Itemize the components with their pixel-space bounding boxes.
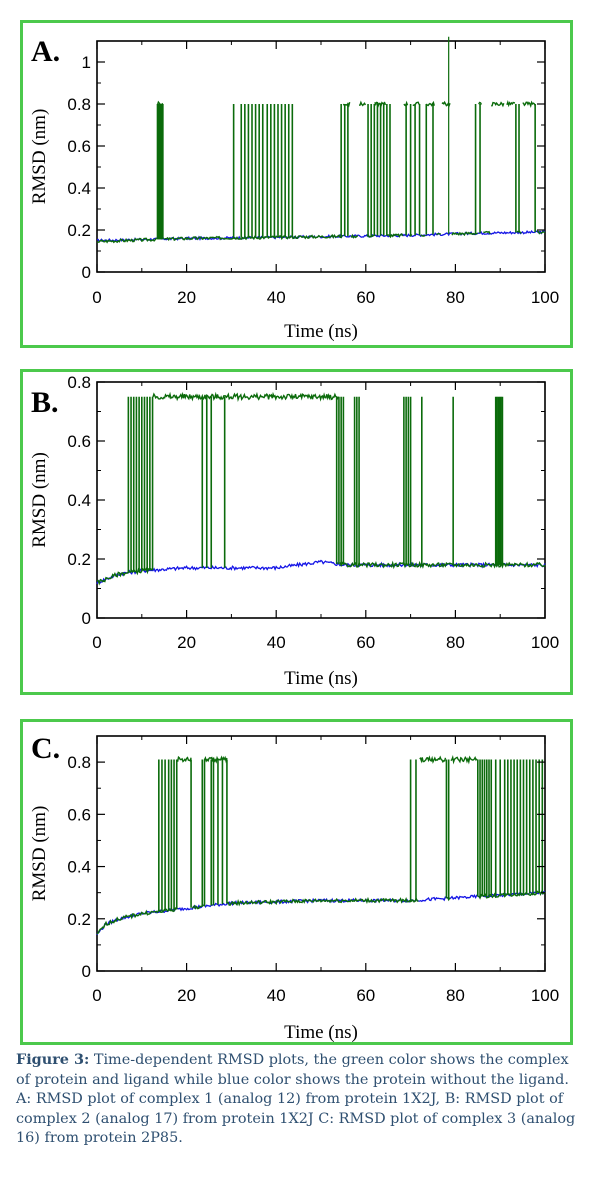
y-tick-label: 0.2: [67, 221, 91, 240]
series-complex-baseline: [96, 560, 546, 586]
x-tick-label: 80: [446, 288, 465, 307]
y-tick-label: 0.2: [67, 550, 91, 569]
y-tick-label: 0.6: [67, 137, 91, 156]
series-complex-plateau: [491, 101, 505, 108]
x-tick-label: 0: [92, 633, 101, 652]
x-axis-label: Time (ns): [284, 668, 358, 689]
figure-caption-text: Time-dependent RMSD plots, the green col…: [16, 1052, 576, 1146]
x-tick-label: 20: [177, 288, 196, 307]
y-tick-label: 1: [82, 53, 91, 72]
y-tick-label: 0.8: [67, 753, 91, 772]
series-complex-plateau: [478, 101, 483, 105]
panel-a: 0 20 40 60 80 100 0 0.2 0.4 0.6 0.8 1 Time (ns) RMSD …: [20, 20, 573, 348]
series-complex-plateau: [203, 755, 228, 764]
series-complex-plateau: [412, 101, 420, 107]
y-tick-label: 0.8: [67, 373, 91, 392]
panel-b: 0 20 40 60 80 100 0 0.2 0.4 0.6 0.8 Time (ns) RMSD (…: [20, 369, 573, 695]
series-complex-plateau: [374, 101, 387, 109]
x-axis-label: Time (ns): [284, 1022, 358, 1042]
y-tick-label: 0: [82, 962, 91, 981]
series-complex-plateau: [176, 755, 192, 763]
y-tick-label: 0.8: [67, 95, 91, 114]
x-tick-label: 20: [177, 633, 196, 652]
series-complex-plateau: [450, 754, 478, 765]
series-protein-line: [96, 559, 546, 585]
series-complex-baseline: [96, 890, 546, 935]
x-tick-label: 60: [356, 288, 375, 307]
y-axis-label: RMSD (nm): [29, 806, 50, 902]
y-tick-label: 0.4: [67, 491, 91, 510]
y-tick-label: 0.6: [67, 432, 91, 451]
rmsd-chart-b: 0 20 40 60 80 100 0 0.2 0.4 0.6 0.8 Time (ns) RMSD (…: [29, 373, 559, 689]
x-tick-label: 0: [92, 288, 101, 307]
x-tick-label: 40: [267, 633, 286, 652]
y-tick-label: 0.6: [67, 805, 91, 824]
x-tick-label: 60: [356, 986, 375, 1005]
x-tick-label: 40: [267, 288, 286, 307]
series-complex-plateau: [506, 99, 516, 108]
x-tick-label: 100: [531, 633, 559, 652]
y-tick-label: 0.2: [67, 910, 91, 929]
series-complex-plateau: [358, 100, 367, 107]
figure-label: Figure 3:: [16, 1051, 90, 1068]
x-tick-label: 80: [446, 633, 465, 652]
rmsd-chart-c: 0 20 40 60 80 100 0 0.2 0.4 0.6 0.8 Time (ns) RMSD (…: [29, 732, 559, 1042]
panel-label: A.: [31, 35, 60, 68]
y-tick-label: 0: [82, 263, 91, 282]
y-tick-label: 0.4: [67, 858, 91, 877]
x-tick-label: 100: [531, 986, 559, 1005]
series-complex-plateau: [425, 100, 435, 107]
x-tick-label: 80: [446, 986, 465, 1005]
y-axis-label: RMSD (nm): [29, 109, 50, 205]
y-axis-label: RMSD (nm): [29, 452, 50, 548]
x-tick-label: 100: [531, 288, 559, 307]
x-tick-label: 0: [92, 986, 101, 1005]
series-protein-line: [96, 890, 546, 936]
x-tick-label: 60: [356, 633, 375, 652]
x-tick-label: 40: [267, 986, 286, 1005]
rmsd-chart-a: 0 20 40 60 80 100 0 0.2 0.4 0.6 0.8 1 Time (ns) RMSD …: [29, 35, 559, 342]
panel-c: 0 20 40 60 80 100 0 0.2 0.4 0.6 0.8 Time (ns) RMSD (…: [20, 719, 573, 1045]
figure-caption: Figure 3: Time-dependent RMSD plots, the…: [16, 1050, 582, 1149]
series-complex-plateau: [522, 100, 536, 109]
panel-label: C.: [31, 732, 60, 765]
series-complex-plateau: [419, 755, 447, 764]
x-tick-label: 20: [177, 986, 196, 1005]
y-tick-label: 0: [82, 609, 91, 628]
y-tick-label: 0.4: [67, 179, 91, 198]
x-axis-label: Time (ns): [284, 321, 358, 342]
panel-label: B.: [31, 386, 59, 419]
plot-frame: [96, 381, 546, 619]
series-complex-plateau: [152, 391, 340, 402]
